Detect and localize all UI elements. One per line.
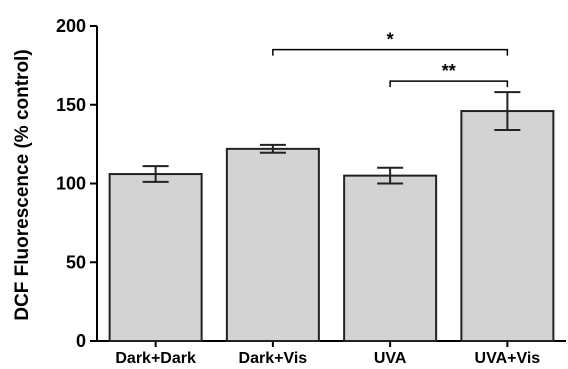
bar [108,173,203,342]
x-tick-label: UVA+Vis [475,350,541,367]
error-bars [142,91,521,185]
x-tick-label: UVA [374,350,407,367]
x-tick-label: Dark+Vis [239,350,308,367]
bar [343,174,438,342]
significance-label: * [387,30,394,50]
y-tick-label: 150 [56,95,86,115]
bars [108,110,555,342]
significance-bracket [389,80,509,88]
y-tick-label: 100 [56,174,86,194]
significance-label: ** [442,61,456,81]
x-tick-label: Dark+Dark [115,350,196,367]
y-axis-title: DCF Fluorescence (% control) [12,49,33,320]
bar [225,147,320,342]
significance-annotations: *** [272,30,509,88]
axes: 0 50 100 150 200 Dark+Dark Dark+Vis UVA UVA+Vis [56,16,566,367]
significance-bracket [272,48,509,56]
y-tick-label: 0 [76,331,86,351]
y-tick-label: 50 [66,252,86,272]
y-tick-label: 200 [56,16,86,36]
bar [460,110,555,342]
